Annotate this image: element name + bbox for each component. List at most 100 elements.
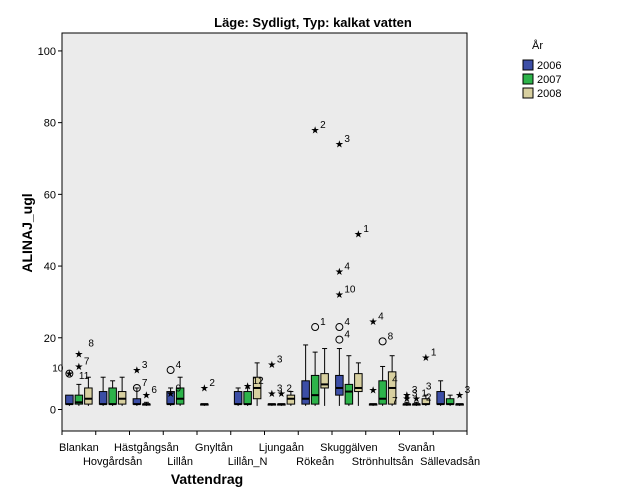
x-tick-label: Lillån	[167, 456, 193, 468]
outlier-label: 10	[52, 364, 64, 375]
outlier-circle	[132, 383, 141, 392]
outlier-34: ★ 3	[455, 385, 470, 402]
outlier-star: ★	[412, 394, 421, 405]
x-tick-label: Skuggälven	[320, 442, 378, 454]
outlier-label: 7	[392, 396, 398, 407]
outlier-star: ★	[277, 389, 286, 400]
outlier-label: 3	[465, 385, 471, 396]
outlier-circle	[378, 337, 387, 346]
outlier-24: ★	[369, 385, 378, 396]
outlier-label: 3	[426, 382, 432, 393]
outlier-label: 4	[344, 330, 350, 341]
box-iqr	[354, 373, 363, 393]
outlier-18: ★ 4	[335, 261, 350, 278]
y-tick-label: 60	[44, 189, 56, 201]
x-tick-label: Gnyltån	[195, 442, 233, 454]
outlier-circle	[335, 323, 344, 332]
outlier-star: ★	[166, 389, 175, 400]
outlier-9: 4	[166, 360, 182, 375]
x-tick-label: Strönhultsån	[352, 456, 414, 468]
outlier-31: 2	[426, 392, 432, 403]
outlier-star: ★	[132, 366, 141, 377]
box-10-2006	[402, 401, 412, 406]
outlier-label: 4	[176, 360, 182, 371]
box-9-2006	[368, 403, 378, 406]
outlier-26: 4	[392, 374, 398, 385]
outlier-label: 12	[253, 376, 265, 387]
outlier-6: 7	[132, 378, 148, 392]
box-10-2007	[412, 401, 421, 406]
box-iqr	[243, 391, 252, 405]
outlier-15: ★ 2	[311, 120, 326, 136]
outlier-16: 1	[311, 317, 326, 332]
box-5-2008	[252, 362, 262, 406]
outlier-star: ★	[267, 389, 276, 400]
outlier-circle	[335, 335, 344, 344]
box-3-2007	[175, 376, 185, 406]
box-iqr	[320, 373, 329, 389]
outlier-8: ★ 9	[166, 383, 181, 400]
x-tick-label: Sällevadsån	[420, 456, 480, 468]
outlier-25: 8	[378, 331, 394, 346]
outlier-star: ★	[335, 267, 344, 278]
outlier-label: 11	[79, 371, 90, 382]
outlier-circle	[311, 323, 320, 332]
y-tick-label: 20	[44, 333, 56, 345]
outlier-label: 4	[344, 261, 350, 272]
box-11-2008	[455, 403, 464, 406]
outlier-22: ★ 1	[354, 224, 369, 241]
outlier-star: ★	[200, 383, 209, 394]
outlier-star: ★	[74, 349, 83, 360]
x-tick-label: Blankan	[59, 442, 99, 454]
box-10-2008	[421, 394, 431, 406]
outlier-circle	[166, 366, 175, 375]
box-iqr	[108, 387, 117, 405]
legend-label-2006: 2006	[537, 60, 561, 72]
outlier-5: ★ 3	[132, 360, 147, 377]
outlier-3: 8	[88, 339, 94, 350]
box-7-2006	[301, 344, 310, 406]
outlier-20: 4	[335, 317, 350, 332]
y-tick-label: 80	[44, 118, 56, 130]
outlier-circle	[65, 369, 74, 378]
outlier-label: 4	[378, 312, 384, 323]
box-4-2006	[200, 403, 209, 406]
x-axis-title: Vattendrag	[171, 471, 243, 487]
box-1-2007	[108, 380, 117, 406]
outlier-star: ★	[335, 290, 344, 301]
box-iqr	[98, 391, 108, 405]
box-9-2008	[387, 355, 397, 406]
outlier-label: 1	[320, 317, 326, 328]
outlier-12: ★ 3	[267, 355, 282, 372]
outlier-label: 1	[421, 389, 427, 400]
y-axis-title: ALINAJ_ugl	[19, 193, 35, 272]
outlier-0: ★10	[52, 364, 74, 381]
outlier-label: 6	[151, 385, 157, 396]
legend-swatch-2007	[522, 73, 534, 85]
x-tick-label: Hovgårdsån	[83, 456, 142, 468]
box-3-2006	[166, 387, 175, 406]
legend-swatch-2008	[522, 87, 534, 99]
box-iqr	[65, 394, 74, 405]
box-series	[65, 344, 464, 406]
x-tick-label: Lillån_N	[228, 456, 268, 468]
legend-label-2008: 2008	[537, 88, 561, 100]
box-1-2006	[98, 376, 108, 406]
outlier-star: ★	[402, 391, 411, 402]
outlier-14: ★ 2	[277, 383, 292, 400]
legend-swatch-2006	[522, 59, 534, 71]
outlier-33: ★ 1	[421, 347, 436, 364]
y-tick-label: 0	[50, 404, 56, 416]
legend-title: År	[532, 39, 543, 52]
x-axis: Blankan Hovgårdsån Hästgångsån LillånGnyltå…	[59, 431, 480, 468]
outlier-star: ★	[243, 382, 252, 393]
box-2-2006	[132, 387, 142, 406]
outlier-star: ★	[74, 362, 83, 373]
outlier-1: ★ 7	[74, 356, 89, 373]
box-8-2007	[344, 355, 354, 406]
outlier-10: ★ 2	[200, 378, 215, 395]
box-11-2006	[436, 380, 445, 406]
outlier-star: ★	[335, 140, 344, 151]
outlier-28: ★ 3	[402, 385, 417, 402]
box-iqr	[344, 383, 354, 405]
